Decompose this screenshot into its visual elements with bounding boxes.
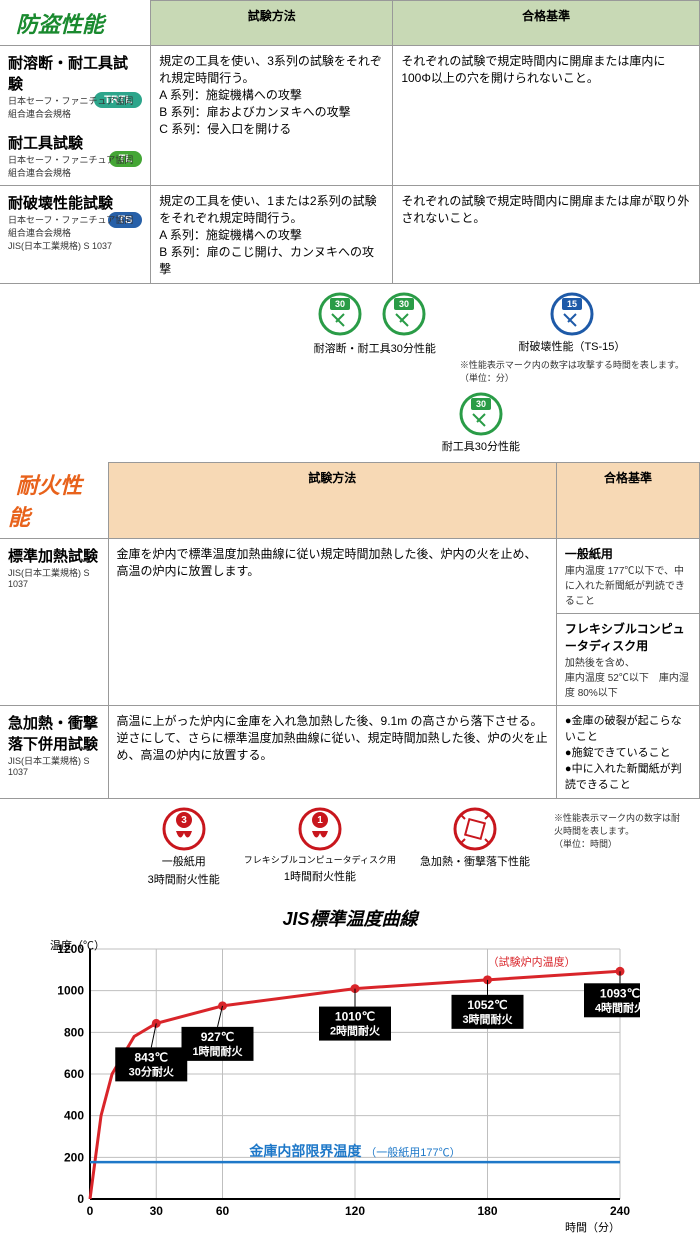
svg-text:0: 0 — [87, 1204, 94, 1218]
method-cell: 金庫を炉内で標準温度加熱曲線に従い規定時間加熱した後、炉内の火を止め、高温の炉内… — [108, 539, 556, 706]
test-name: 標準加熱試験 — [8, 545, 100, 566]
col-pass: 合格基準 — [556, 462, 699, 539]
svg-text:0: 0 — [77, 1192, 84, 1206]
fire-table: 耐火性能 試験方法 合格基準 標準加熱試験 JIS(日本工業規格) S 1037… — [0, 462, 700, 800]
svg-text:時間（分）: 時間（分） — [565, 1221, 620, 1234]
svg-text:200: 200 — [64, 1150, 84, 1164]
svg-text:15: 15 — [567, 299, 577, 309]
test-name: 耐破壊性能試験 — [8, 192, 142, 213]
svg-text:400: 400 — [64, 1109, 84, 1123]
col-method: 試験方法 — [108, 462, 556, 539]
svg-text:1010℃: 1010℃ — [335, 1010, 375, 1024]
col-method: 試験方法 — [151, 1, 393, 46]
svg-text:1時間耐火: 1時間耐火 — [192, 1044, 243, 1058]
pass-cell: 一般紙用 庫内温度 177℃以下で、中に入れた新聞紙が判読できること — [556, 539, 699, 614]
pass-cell: ●金庫の破裂が起こらないこと ●施錠できていること ●中に入れた新聞紙が判読でき… — [556, 706, 699, 799]
svg-text:温度（℃）: 温度（℃） — [50, 939, 105, 952]
svg-text:240: 240 — [610, 1204, 630, 1218]
chart-title: JIS標準温度曲線 — [20, 905, 680, 931]
svg-text:180: 180 — [477, 1204, 497, 1218]
svg-text:800: 800 — [64, 1025, 84, 1039]
svg-text:843℃: 843℃ — [135, 1050, 169, 1064]
test-sub: JIS(日本工業規格) S 1037 — [8, 566, 100, 589]
col-pass: 合格基準 — [393, 1, 700, 46]
method-cell: 規定の工具を使い、3系列の試験をそれぞれ規定時間行う。 A 系列：施錠機構への攻… — [151, 45, 393, 185]
svg-text:金庫内部限界温度 （一般紙用177℃）: 金庫内部限界温度 （一般紙用177℃） — [248, 1143, 460, 1159]
svg-text:30: 30 — [399, 299, 409, 309]
svg-text:600: 600 — [64, 1067, 84, 1081]
pass-cell: フレキシブルコンピュータディスク用 加熱後を含め、 庫内温度 52℃以下 庫内湿… — [556, 614, 699, 706]
pass-cell: それぞれの試験で規定時間内に開扉または庫内に 100Φ以上の穴を開けられないこと… — [393, 45, 700, 185]
svg-text:1: 1 — [317, 815, 323, 826]
svg-text:30分耐火: 30分耐火 — [129, 1064, 175, 1078]
temperature-chart: 02004006008001000120003060120180240（試験炉内… — [20, 939, 640, 1239]
svg-text:4時間耐火: 4時間耐火 — [595, 1000, 640, 1014]
svg-text:120: 120 — [345, 1204, 365, 1218]
svg-text:1052℃: 1052℃ — [467, 998, 507, 1012]
test-name: 耐溶断・耐工具試験 — [8, 52, 142, 94]
svg-text:2時間耐火: 2時間耐火 — [330, 1024, 381, 1038]
svg-text:3: 3 — [181, 815, 187, 826]
test-name: 耐工具試験 — [8, 132, 142, 153]
test-name: 急加熱・衝撃落下併用試験 — [8, 712, 100, 754]
svg-text:30: 30 — [335, 299, 345, 309]
method-cell: 規定の工具を使い、1または2系列の試験をそれぞれ規定時間行う。 A 系列：施錠機… — [151, 185, 393, 283]
test-sub: JIS(日本工業規格) S 1037 — [8, 754, 100, 777]
svg-text:927℃: 927℃ — [201, 1030, 235, 1044]
burglary-table: 防盗性能 試験方法 合格基準 耐溶断・耐工具試験 日本セーフ・ファニチュア協同組… — [0, 0, 700, 284]
svg-text:30: 30 — [476, 399, 486, 409]
svg-text:3時間耐火: 3時間耐火 — [462, 1012, 513, 1026]
svg-text:（試験炉内温度）: （試験炉内温度） — [488, 955, 576, 969]
burglary-icons: 30 30 耐溶断・耐工具30分性能 15 耐破壊性能（TS-15）※性能表示マ… — [0, 284, 700, 462]
svg-text:60: 60 — [216, 1204, 230, 1218]
section2-title: 耐火性能 — [8, 469, 82, 534]
svg-text:30: 30 — [150, 1204, 164, 1218]
method-cell: 高温に上がった炉内に金庫を入れ急加熱した後、9.1m の高さから落下させる。逆さ… — [108, 706, 556, 799]
section1-title: 防盗性能 — [8, 8, 112, 41]
svg-text:1093℃: 1093℃ — [600, 986, 640, 1000]
fire-icons: 3 一般紙用3時間耐火性能 1 フレキシブルコンピュータディスク用1時間耐火性能… — [0, 799, 700, 895]
svg-text:1000: 1000 — [57, 984, 84, 998]
test-sub: 日本セーフ・ファニチュア協同組合連合会規格 JIS(日本工業規格) S 1037 — [8, 213, 142, 252]
chart-container: JIS標準温度曲線 020040060080010001200030601201… — [0, 895, 700, 1254]
pass-cell: それぞれの試験で規定時間内に開扉または扉が取り外されないこと。 — [393, 185, 700, 283]
